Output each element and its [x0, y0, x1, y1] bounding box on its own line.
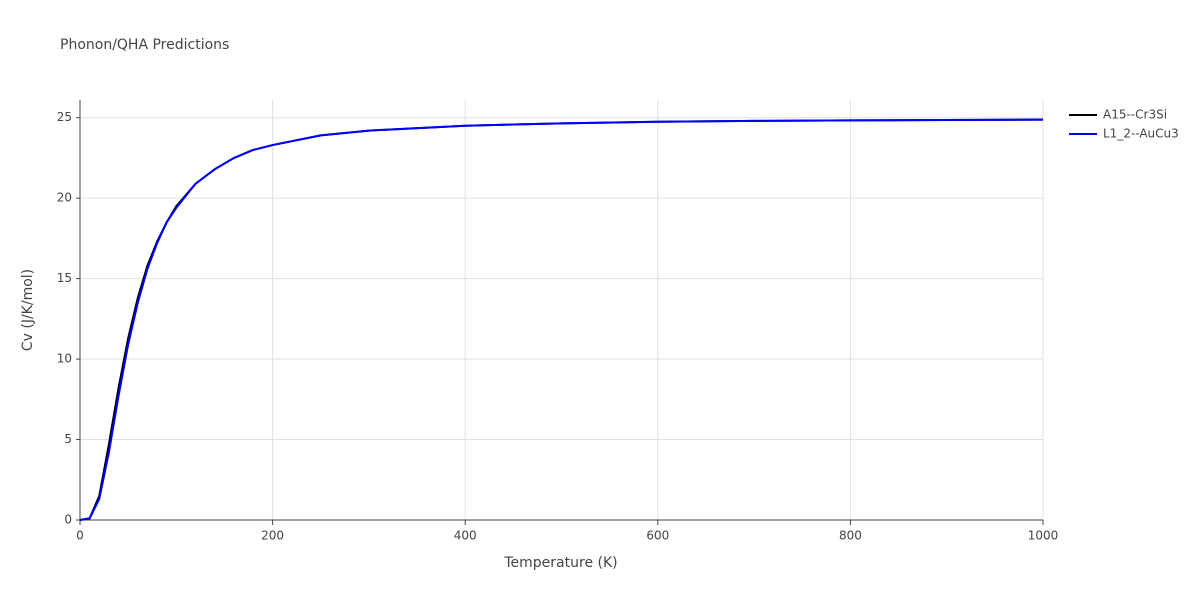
y-tick-label: 15 — [57, 271, 72, 285]
y-axis-title: Cv (J/K/mol) — [20, 269, 36, 351]
x-tick-label: 600 — [646, 529, 669, 543]
y-tick-label: 5 — [64, 432, 72, 446]
y-tick-label: 20 — [57, 191, 72, 205]
x-tick-label: 400 — [454, 529, 477, 543]
x-tick-label: 800 — [839, 529, 862, 543]
legend-label: L1_2--AuCu3 — [1103, 127, 1179, 141]
x-tick-label: 0 — [76, 529, 84, 543]
y-tick-label: 10 — [57, 352, 72, 366]
series-line — [79, 118, 1044, 521]
series-line — [79, 118, 1044, 521]
chart-title: Phonon/QHA Predictions — [60, 37, 229, 53]
legend-label: A15--Cr3Si — [1103, 108, 1167, 122]
x-axis-title: Temperature (K) — [503, 555, 617, 571]
x-tick-label: 200 — [261, 529, 284, 543]
y-tick-label: 0 — [64, 513, 72, 527]
x-tick-label: 1000 — [1028, 529, 1059, 543]
y-tick-label: 25 — [57, 110, 72, 124]
